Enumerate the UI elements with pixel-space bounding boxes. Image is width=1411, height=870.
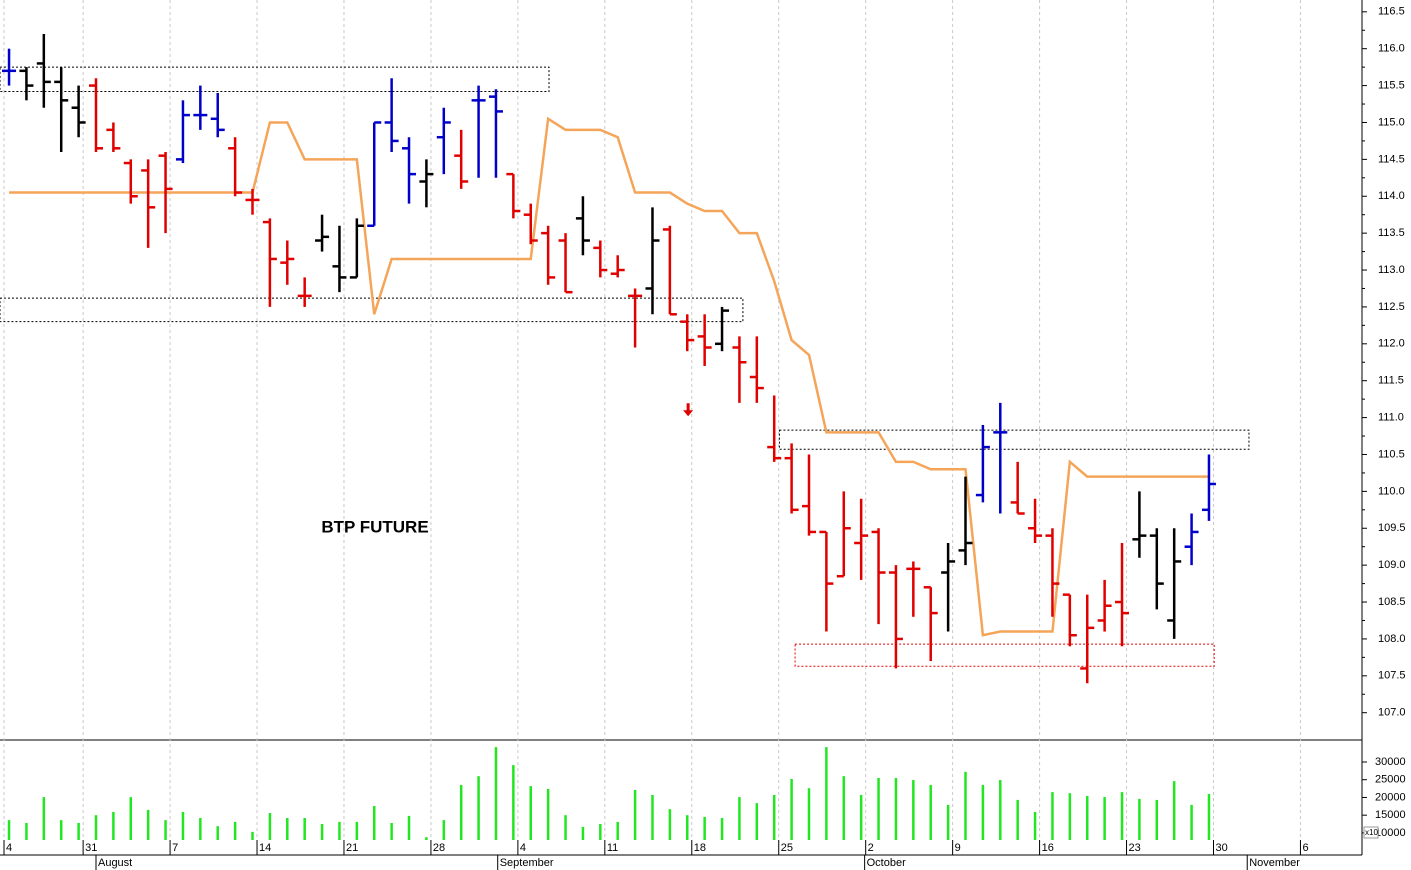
x-tick-label: 6 xyxy=(1302,842,1308,854)
stop-line xyxy=(9,116,1209,637)
x-tick-label: 11 xyxy=(607,842,618,854)
y-tick-label: 109.5 xyxy=(1378,522,1406,534)
y-tick-label: 112.0 xyxy=(1378,338,1405,350)
x-tick-label: 31 xyxy=(85,842,97,854)
x-tick-label: 25 xyxy=(781,842,793,854)
month-label: October xyxy=(867,857,906,869)
zone xyxy=(0,297,744,323)
y-tick-label: 108.5 xyxy=(1378,596,1406,608)
y-tick-label: 113.0 xyxy=(1378,264,1405,276)
y-tick-label: 108.0 xyxy=(1378,633,1406,645)
x-tick-label: 18 xyxy=(694,842,706,854)
y-tick-label: 115.5 xyxy=(1378,79,1405,91)
multiplier-label: x10 xyxy=(1365,828,1378,837)
y-tick-label: 109.0 xyxy=(1378,559,1406,571)
y-tick-label: 107.5 xyxy=(1378,670,1406,682)
chart-title: BTP FUTURE xyxy=(321,517,428,536)
y-tick-label: 116.5 xyxy=(1378,6,1405,18)
y-tick-label: 115.0 xyxy=(1378,116,1405,128)
y-tick-label: 111.5 xyxy=(1378,375,1404,387)
month-label: September xyxy=(500,857,554,869)
volume-tick-label: 30000 xyxy=(1375,756,1406,768)
y-tick-label: 112.5 xyxy=(1378,301,1405,313)
signal-arrow xyxy=(683,403,694,417)
volume-tick-label: 10000 xyxy=(1375,827,1406,839)
multiplier-box xyxy=(1363,826,1379,839)
zone xyxy=(0,66,550,92)
y-tick-label: 111.0 xyxy=(1378,411,1404,423)
y-tick-label: 114.5 xyxy=(1378,153,1405,165)
volume-tick-label: 25000 xyxy=(1375,774,1406,786)
zone xyxy=(794,643,1215,667)
volume-tick-label: 20000 xyxy=(1375,791,1406,803)
y-tick-label: 110.5 xyxy=(1378,448,1405,460)
x-tick-label: 14 xyxy=(259,842,271,854)
x-tick-label: 21 xyxy=(346,842,358,854)
month-label: November xyxy=(1249,857,1300,869)
y-tick-label: 114.0 xyxy=(1378,190,1405,202)
x-tick-label: 16 xyxy=(1042,842,1054,854)
x-tick-label: 4 xyxy=(520,842,526,854)
y-tick-label: 116.0 xyxy=(1378,43,1405,55)
x-tick-label: 28 xyxy=(433,842,445,854)
x-tick-label: 23 xyxy=(1129,842,1141,854)
volume-tick-label: 15000 xyxy=(1375,809,1406,821)
x-tick-label: 4 xyxy=(6,842,12,854)
x-tick-label: 9 xyxy=(955,842,961,854)
x-tick-label: 7 xyxy=(172,842,178,854)
y-tick-label: 110.0 xyxy=(1378,485,1405,497)
y-tick-label: 113.5 xyxy=(1378,227,1405,239)
x-tick-label: 30 xyxy=(1215,842,1227,854)
y-tick-label: 107.0 xyxy=(1378,707,1406,719)
month-label: August xyxy=(98,857,132,869)
x-tick-label: 2 xyxy=(868,842,874,854)
